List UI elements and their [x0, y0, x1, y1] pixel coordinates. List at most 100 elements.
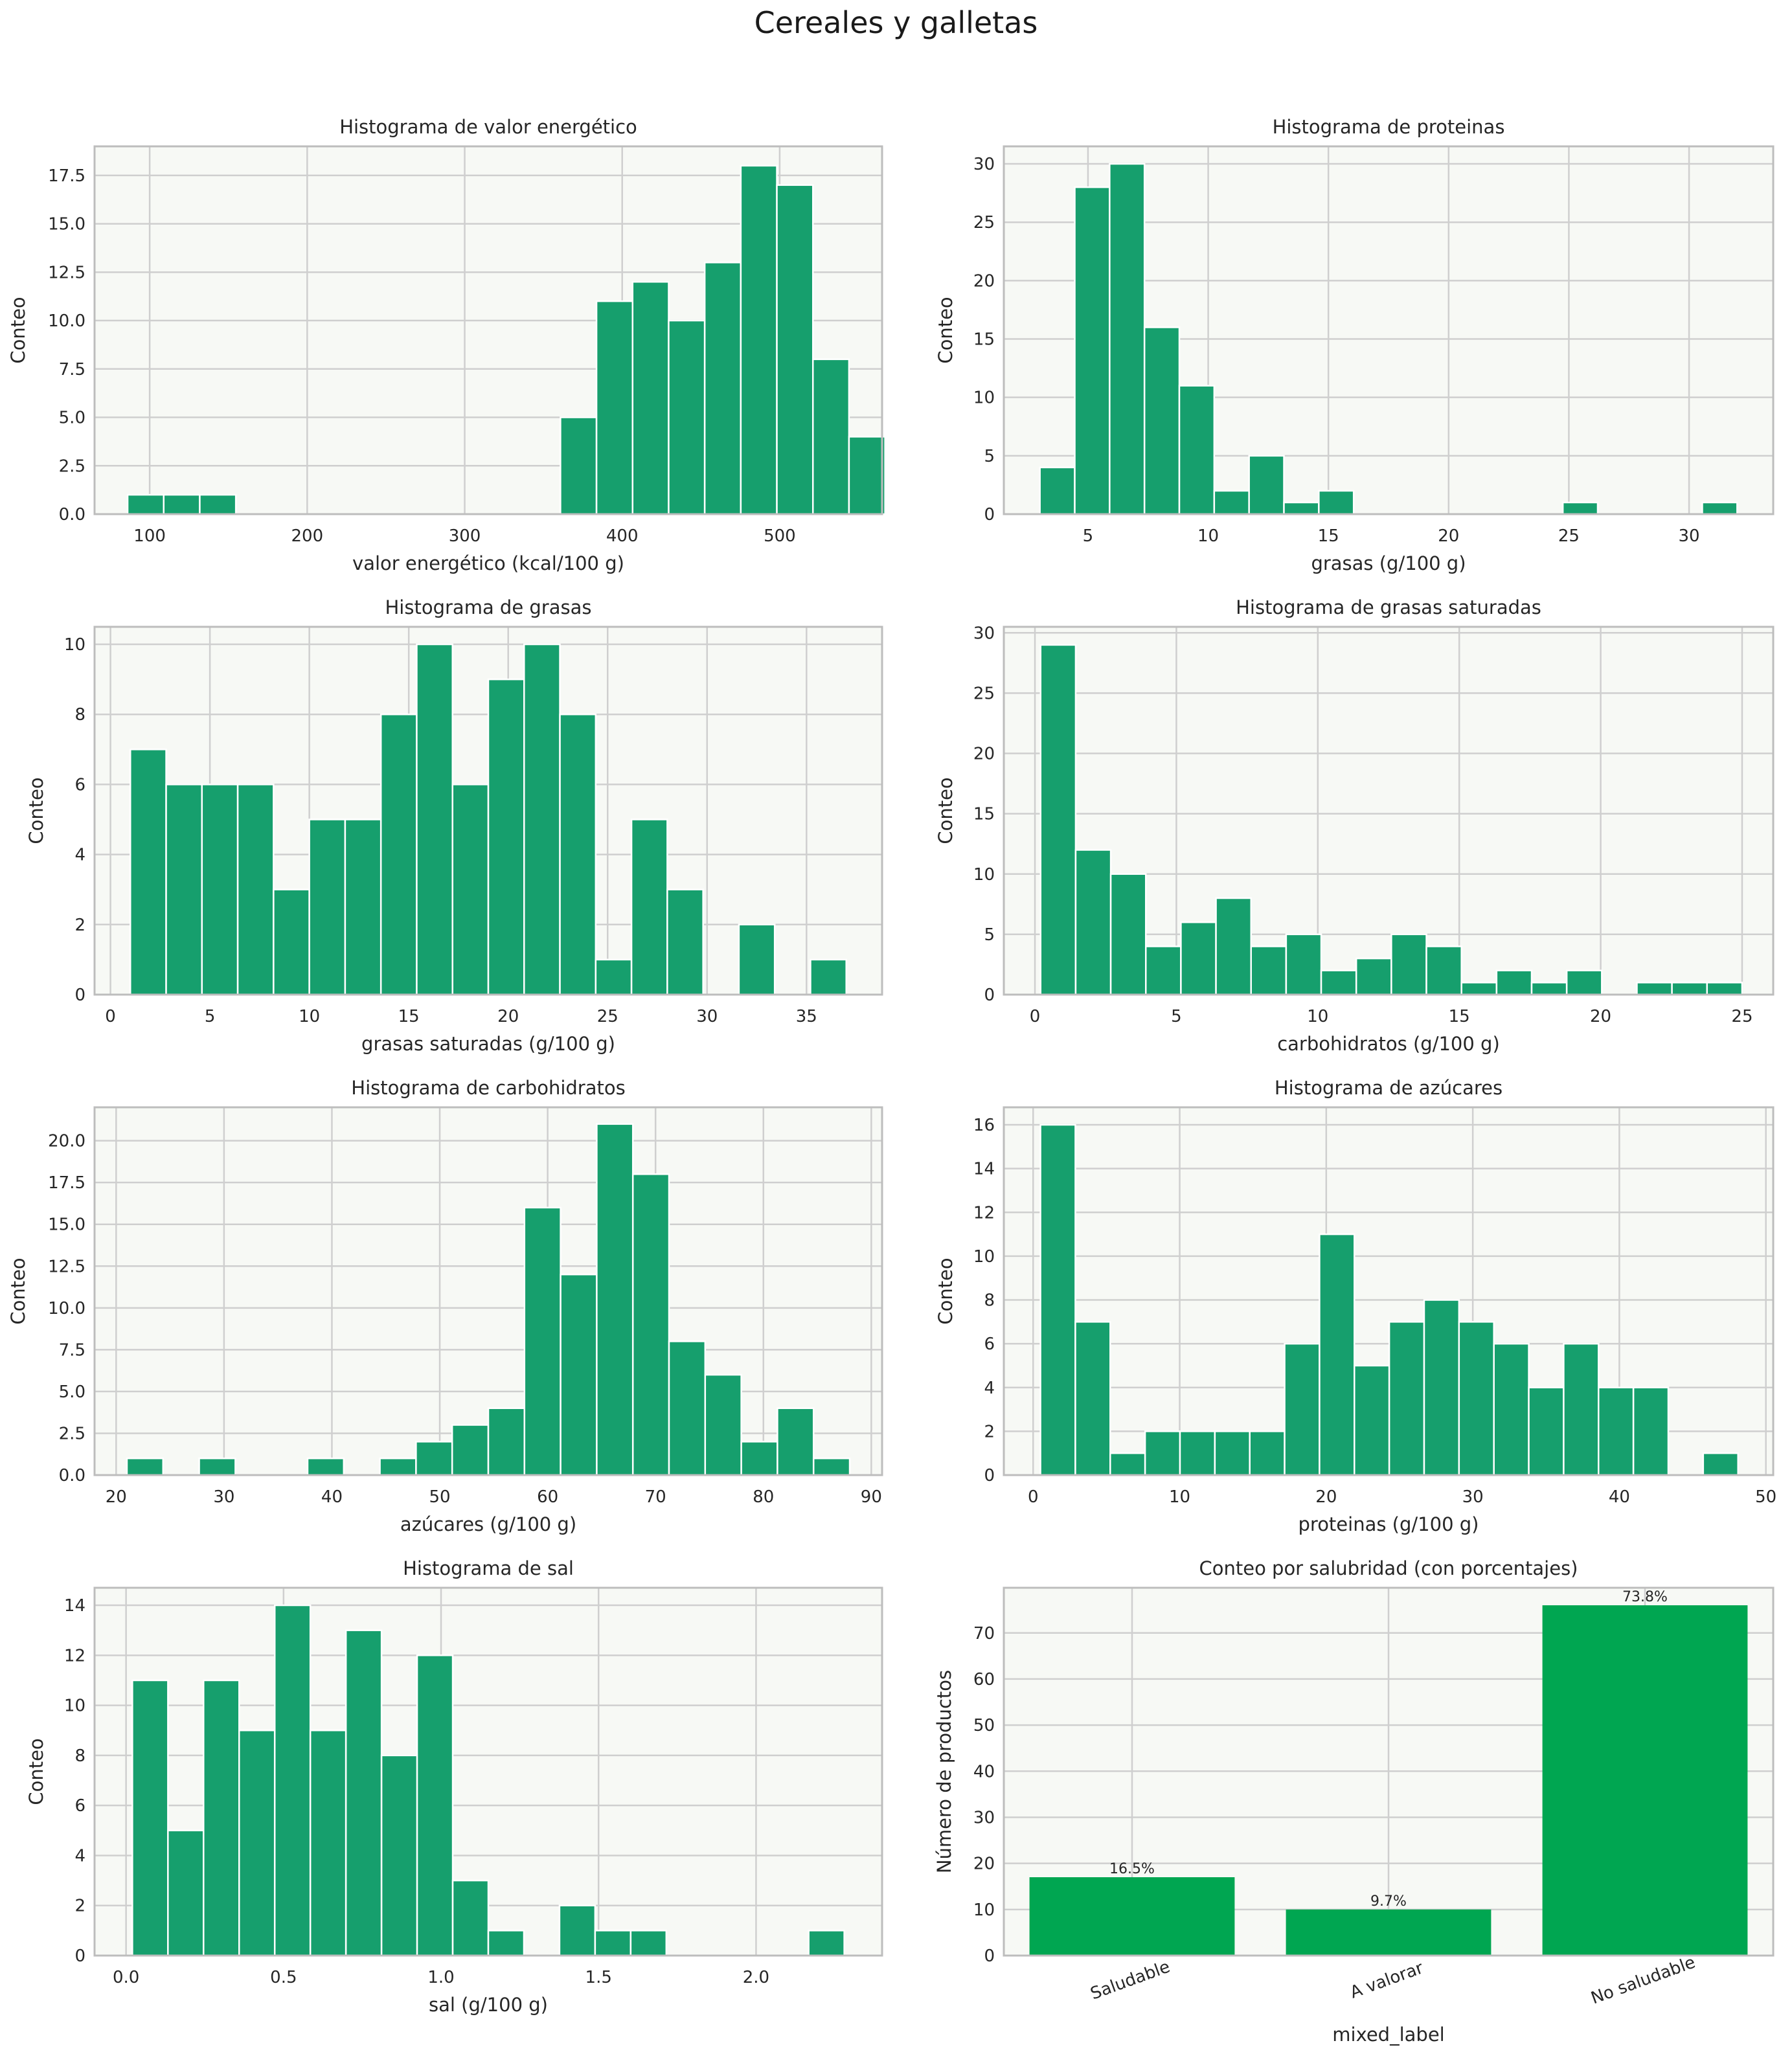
histogram-bar: [594, 1930, 632, 1957]
x-tick-label: 40: [1609, 1487, 1630, 1507]
histogram-bar: [1109, 873, 1147, 996]
histogram-bar: [1248, 455, 1285, 515]
histogram-bar: [1178, 385, 1216, 515]
histogram-bar: [523, 643, 561, 996]
x-tick-label: 20: [1315, 1487, 1337, 1507]
histogram-bar: [1458, 1321, 1495, 1476]
y-tick-label: 8: [984, 1291, 995, 1311]
bar: [1542, 1605, 1748, 1956]
histogram-bar: [1074, 1321, 1111, 1476]
histogram-bar: [668, 319, 706, 515]
x-tick-label: 0: [1030, 1007, 1041, 1026]
x-tick-label: 30: [696, 1007, 718, 1026]
x-tick-label: 5: [1171, 1007, 1182, 1026]
x-tick-label: 15: [1318, 526, 1339, 546]
histogram-bar: [1565, 969, 1603, 996]
histogram-bar: [1423, 1299, 1460, 1476]
x-axis-label: grasas saturadas (g/100 g): [361, 1033, 615, 1055]
histogram-bar: [1180, 921, 1217, 996]
histogram-bar: [1636, 982, 1673, 996]
histogram-bar: [1425, 945, 1462, 996]
x-tick-label: 10: [1197, 526, 1219, 546]
y-tick-label: 0.0: [59, 505, 85, 525]
y-tick-label: 25: [973, 213, 995, 232]
y-tick-label: 5.0: [59, 409, 85, 428]
x-tick-label: 0: [105, 1007, 116, 1026]
x-tick-label: 20: [1438, 526, 1459, 546]
x-tick-label: Saludable: [1088, 1957, 1173, 2003]
y-tick-label: 5.0: [59, 1382, 85, 1402]
histogram-bar: [487, 678, 525, 996]
histogram-bar: [1632, 1386, 1670, 1476]
panel-title: Histograma de sal: [403, 1557, 574, 1579]
y-tick-label: 5: [984, 925, 995, 945]
histogram-bar: [811, 358, 850, 515]
histogram-bar: [201, 784, 239, 996]
y-tick-label: 30: [973, 1808, 995, 1827]
x-tick-label: 5: [1083, 526, 1094, 546]
x-tick-label: 40: [321, 1487, 343, 1507]
histogram-bar: [560, 416, 598, 515]
histogram-bar: [1598, 1386, 1635, 1476]
y-tick-label: 60: [973, 1670, 995, 1689]
chart-panel-1: 0.0 2.5 5.0 7.5 10.0 12.5 15.0 17.5 100 200 300 400…: [7, 116, 886, 574]
plot-frame: [93, 626, 883, 996]
histogram-bar: [308, 818, 346, 996]
histogram-bar: [1318, 490, 1355, 515]
y-tick-label: 16: [973, 1116, 995, 1135]
y-tick-label: 15.0: [48, 1215, 85, 1235]
x-tick-label: 20: [497, 1007, 519, 1026]
plot-frame: [1003, 145, 1775, 515]
x-tick-label: 5: [205, 1007, 216, 1026]
x-tick-label: 1.5: [585, 1968, 612, 1987]
histogram-bar: [812, 1457, 851, 1476]
histogram-bar: [1563, 1342, 1600, 1476]
x-tick-label: 2.0: [743, 1968, 769, 1987]
histogram-bar: [777, 1407, 815, 1476]
y-tick-label: 10: [973, 1901, 995, 1920]
y-tick-label: 10: [973, 865, 995, 885]
chart-panel-3: 0 2 4 6 8 10 0 5 10 15 20 25 30 35 Histograma de grasa…: [25, 596, 883, 1055]
histogram-bar: [808, 1930, 845, 1957]
y-axis-label: Conteo: [25, 1738, 47, 1805]
histogram-bar: [1145, 945, 1182, 996]
x-tick-label: 50: [1755, 1487, 1776, 1507]
histogram-bar: [126, 1457, 164, 1476]
histogram-bar: [559, 713, 597, 996]
histogram-bar: [1039, 466, 1076, 515]
histogram-bar: [1249, 1430, 1286, 1476]
plot-frame: [1003, 1586, 1775, 1957]
y-tick-label: 12: [64, 1646, 85, 1665]
x-tick-label: 70: [645, 1487, 666, 1507]
y-tick-label: 12: [973, 1203, 995, 1223]
y-tick-label: 5: [984, 447, 995, 466]
y-tick-label: 20: [973, 1855, 995, 1874]
histogram-bar: [1706, 982, 1743, 996]
histogram-bar: [595, 958, 633, 996]
y-tick-label: 12.5: [48, 263, 85, 282]
histogram-bar: [131, 1679, 169, 1957]
chart-panel-7: 0 2 4 6 8 10 12 14 0.0 0.5 1.0 1.5 2.0 Histograma de …: [25, 1557, 883, 2016]
y-tick-label: 12.5: [48, 1257, 85, 1276]
y-tick-label: 30: [973, 155, 995, 174]
panel-title: Histograma de grasas saturadas: [1236, 596, 1541, 618]
histogram-bar: [1495, 969, 1533, 996]
x-tick-label: 10: [1169, 1487, 1190, 1507]
y-tick-label: 0: [74, 986, 85, 1005]
histogram-bar: [1460, 982, 1498, 996]
histogram-bar: [1214, 1430, 1251, 1476]
histogram-bar: [631, 1173, 670, 1476]
y-tick-label: 30: [973, 624, 995, 643]
x-tick-label: 90: [861, 1487, 882, 1507]
panel-title: Histograma de azúcares: [1275, 1077, 1503, 1099]
histogram-bar: [595, 300, 634, 515]
y-tick-label: 10.0: [48, 1299, 85, 1318]
histogram-bar: [1250, 945, 1287, 996]
x-tick-label: 300: [449, 526, 481, 546]
x-axis-label: sal (g/100 g): [429, 1994, 548, 2016]
y-axis-label: Número de productos: [933, 1670, 955, 1873]
plot-frame: [1003, 1106, 1775, 1476]
histogram-bar: [1109, 163, 1146, 515]
panel-title: Histograma de proteinas: [1273, 116, 1505, 138]
x-axis-label: valor energético (kcal/100 g): [352, 552, 624, 574]
